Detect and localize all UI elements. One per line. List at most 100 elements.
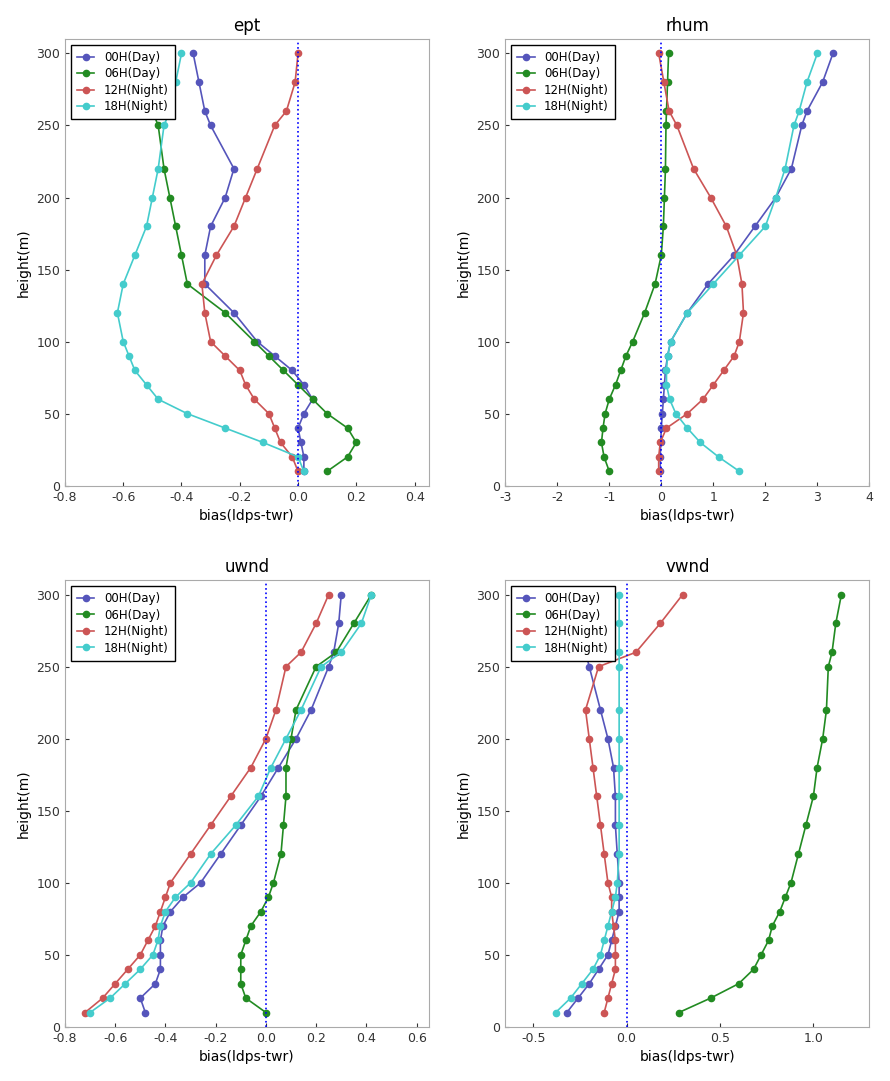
06H(Day): [182, 278, 192, 291]
18H(Night): [124, 349, 134, 362]
12H(Night): [275, 436, 286, 449]
06H(Day): [767, 920, 778, 933]
00H(Day): [662, 349, 673, 362]
Line: 18H(Night): 18H(Night): [663, 51, 821, 475]
12H(Night): [271, 704, 281, 717]
00H(Day): [206, 119, 216, 132]
00H(Day): [655, 436, 666, 449]
12H(Night): [211, 249, 222, 262]
12H(Night): [603, 877, 613, 890]
06H(Day): [793, 848, 804, 860]
12H(Night): [655, 617, 666, 630]
12H(Night): [261, 732, 271, 745]
18H(Night): [206, 848, 216, 860]
18H(Night): [713, 451, 724, 464]
18H(Night): [599, 934, 610, 947]
12H(Night): [708, 378, 718, 391]
18H(Night): [708, 278, 718, 291]
12H(Night): [732, 249, 742, 262]
06H(Day): [627, 335, 638, 348]
06H(Day): [236, 948, 247, 961]
18H(Night): [606, 905, 617, 918]
00H(Day): [828, 46, 838, 59]
18H(Night): [130, 364, 141, 377]
06H(Day): [620, 349, 631, 362]
06H(Day): [349, 617, 360, 630]
12H(Night): [599, 848, 610, 860]
18H(Night): [682, 306, 692, 319]
Legend: 00H(Day), 06H(Day), 12H(Night), 18H(Night): 00H(Day), 06H(Day), 12H(Night), 18H(Nigh…: [71, 45, 174, 119]
18H(Night): [265, 761, 276, 774]
06H(Day): [170, 219, 181, 232]
00H(Day): [729, 249, 740, 262]
18H(Night): [550, 1006, 561, 1019]
06H(Day): [639, 306, 650, 319]
06H(Day): [249, 335, 260, 348]
12H(Night): [580, 704, 591, 717]
06H(Day): [599, 451, 610, 464]
Y-axis label: height(m): height(m): [17, 228, 30, 296]
06H(Day): [615, 364, 626, 377]
00H(Day): [603, 732, 613, 745]
18H(Night): [661, 364, 672, 377]
00H(Day): [584, 660, 595, 673]
Y-axis label: height(m): height(m): [457, 770, 471, 838]
18H(Night): [614, 617, 625, 630]
12H(Night): [594, 660, 604, 673]
18H(Night): [780, 162, 790, 175]
18H(Night): [148, 948, 158, 961]
06H(Day): [246, 920, 256, 933]
00H(Day): [199, 105, 210, 118]
00H(Day): [140, 1006, 150, 1019]
12H(Night): [80, 1006, 91, 1019]
06H(Day): [279, 818, 289, 831]
00H(Day): [614, 891, 625, 904]
00H(Day): [660, 364, 671, 377]
00H(Day): [158, 920, 168, 933]
12H(Night): [185, 848, 196, 860]
12H(Night): [729, 349, 740, 362]
18H(Night): [176, 46, 187, 59]
Y-axis label: height(m): height(m): [457, 228, 471, 296]
00H(Day): [580, 645, 591, 658]
Legend: 00H(Day), 06H(Day), 12H(Night), 18H(Night): 00H(Day), 06H(Day), 12H(Night), 18H(Nigh…: [71, 586, 174, 660]
Line: 12H(Night): 12H(Night): [82, 591, 332, 1016]
18H(Night): [664, 392, 675, 405]
Legend: 00H(Day), 06H(Day), 12H(Night), 18H(Night): 00H(Day), 06H(Day), 12H(Night), 18H(Nigh…: [511, 586, 615, 660]
12H(Night): [240, 191, 251, 204]
12H(Night): [199, 306, 210, 319]
18H(Night): [794, 105, 805, 118]
06H(Day): [662, 76, 673, 89]
00H(Day): [817, 76, 828, 89]
18H(Night): [695, 436, 706, 449]
06H(Day): [343, 422, 353, 435]
Line: 00H(Day): 00H(Day): [563, 591, 622, 1016]
18H(Night): [112, 306, 123, 319]
Title: ept: ept: [233, 16, 261, 35]
06H(Day): [661, 105, 672, 118]
00H(Day): [206, 219, 216, 232]
06H(Day): [659, 191, 670, 204]
06H(Day): [286, 732, 296, 745]
18H(Night): [153, 162, 164, 175]
18H(Night): [356, 617, 367, 630]
00H(Day): [797, 119, 807, 132]
18H(Night): [577, 977, 587, 990]
12H(Night): [97, 991, 108, 1004]
00H(Day): [135, 991, 146, 1004]
06H(Day): [705, 991, 716, 1004]
06H(Day): [307, 392, 318, 405]
06H(Day): [153, 119, 164, 132]
18H(Night): [670, 408, 681, 421]
18H(Night): [734, 249, 745, 262]
06H(Day): [322, 465, 333, 478]
12H(Night): [290, 76, 301, 89]
12H(Night): [323, 588, 334, 601]
12H(Night): [295, 645, 306, 658]
06H(Day): [764, 934, 774, 947]
06H(Day): [263, 891, 274, 904]
00H(Day): [295, 436, 306, 449]
12H(Night): [206, 335, 216, 348]
18H(Night): [789, 119, 799, 132]
06H(Day): [823, 660, 834, 673]
